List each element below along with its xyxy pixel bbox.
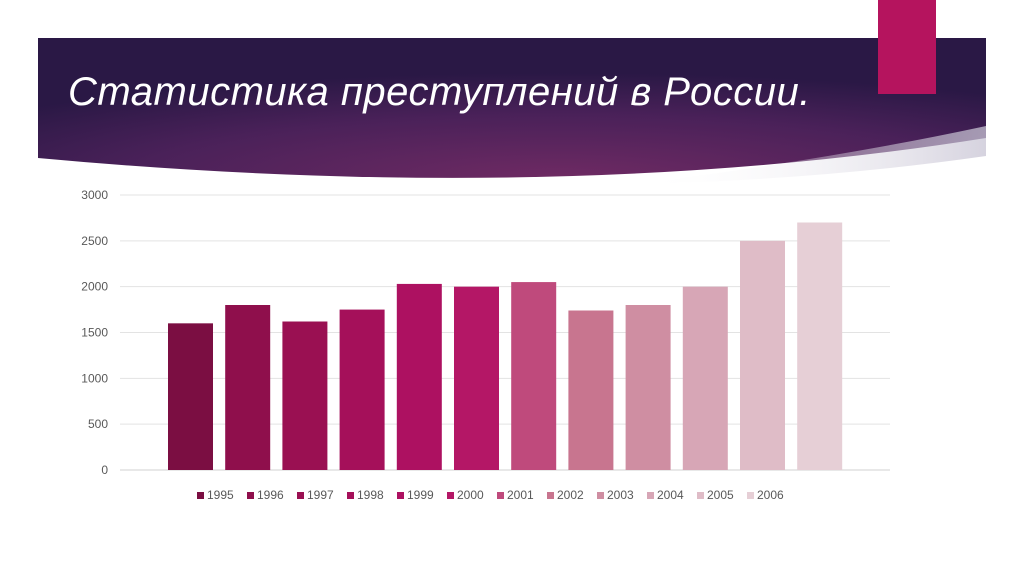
bar-2002 [568, 310, 614, 470]
legend-swatch-2000 [447, 492, 454, 499]
y-tick-label: 2500 [81, 234, 108, 248]
y-tick-label: 3000 [81, 188, 108, 202]
bar-1995 [168, 323, 213, 470]
title-banner [38, 38, 986, 184]
legend-swatch-2004 [647, 492, 654, 499]
bar-2001 [511, 282, 557, 470]
y-tick-label: 2000 [81, 280, 108, 294]
legend-swatch-2006 [747, 492, 754, 499]
accent-block [878, 0, 936, 94]
legend-swatch-2001 [497, 492, 504, 499]
legend-label-1998: 1998 [357, 488, 384, 502]
legend-label-1996: 1996 [257, 488, 284, 502]
legend-label-2005: 2005 [707, 488, 734, 502]
legend-label-1995: 1995 [207, 488, 234, 502]
legend-label-2001: 2001 [507, 488, 534, 502]
y-tick-label: 0 [101, 463, 108, 477]
y-axis-ticks: 0 500 1000 1500 2000 2500 3000 [81, 188, 108, 477]
legend-swatch-1998 [347, 492, 354, 499]
slide-title: Статистика преступлений в России. [68, 70, 811, 114]
y-tick-label: 1000 [81, 371, 108, 385]
bar-1998 [339, 309, 385, 470]
legend-label-1999: 1999 [407, 488, 434, 502]
chart-legend: 1995 1996 1997 1998 1999 2000 2001 2002 2003 2004… [197, 488, 784, 502]
banner-swoosh [638, 126, 986, 184]
bar-1997 [282, 321, 328, 470]
legend-swatch-1996 [247, 492, 254, 499]
legend-swatch-1997 [297, 492, 304, 499]
legend-swatch-2005 [697, 492, 704, 499]
legend-label-2006: 2006 [757, 488, 784, 502]
bar-2000 [454, 286, 499, 470]
bar-2004 [682, 286, 728, 470]
bar-1999 [396, 283, 442, 470]
legend-swatch-2003 [597, 492, 604, 499]
legend-swatch-1995 [197, 492, 204, 499]
bar-2006 [797, 222, 843, 470]
legend-label-1997: 1997 [307, 488, 334, 502]
bar-1996 [225, 305, 271, 470]
bar-2005 [740, 240, 785, 470]
y-tick-label: 1500 [81, 326, 108, 340]
legend-label-2004: 2004 [657, 488, 684, 502]
y-tick-label: 500 [88, 417, 108, 431]
legend-swatch-2002 [547, 492, 554, 499]
legend-label-2003: 2003 [607, 488, 634, 502]
chart-bars [168, 222, 843, 470]
legend-label-2000: 2000 [457, 488, 484, 502]
legend-label-2002: 2002 [557, 488, 584, 502]
bar-2003 [625, 305, 671, 470]
legend-swatch-1999 [397, 492, 404, 499]
